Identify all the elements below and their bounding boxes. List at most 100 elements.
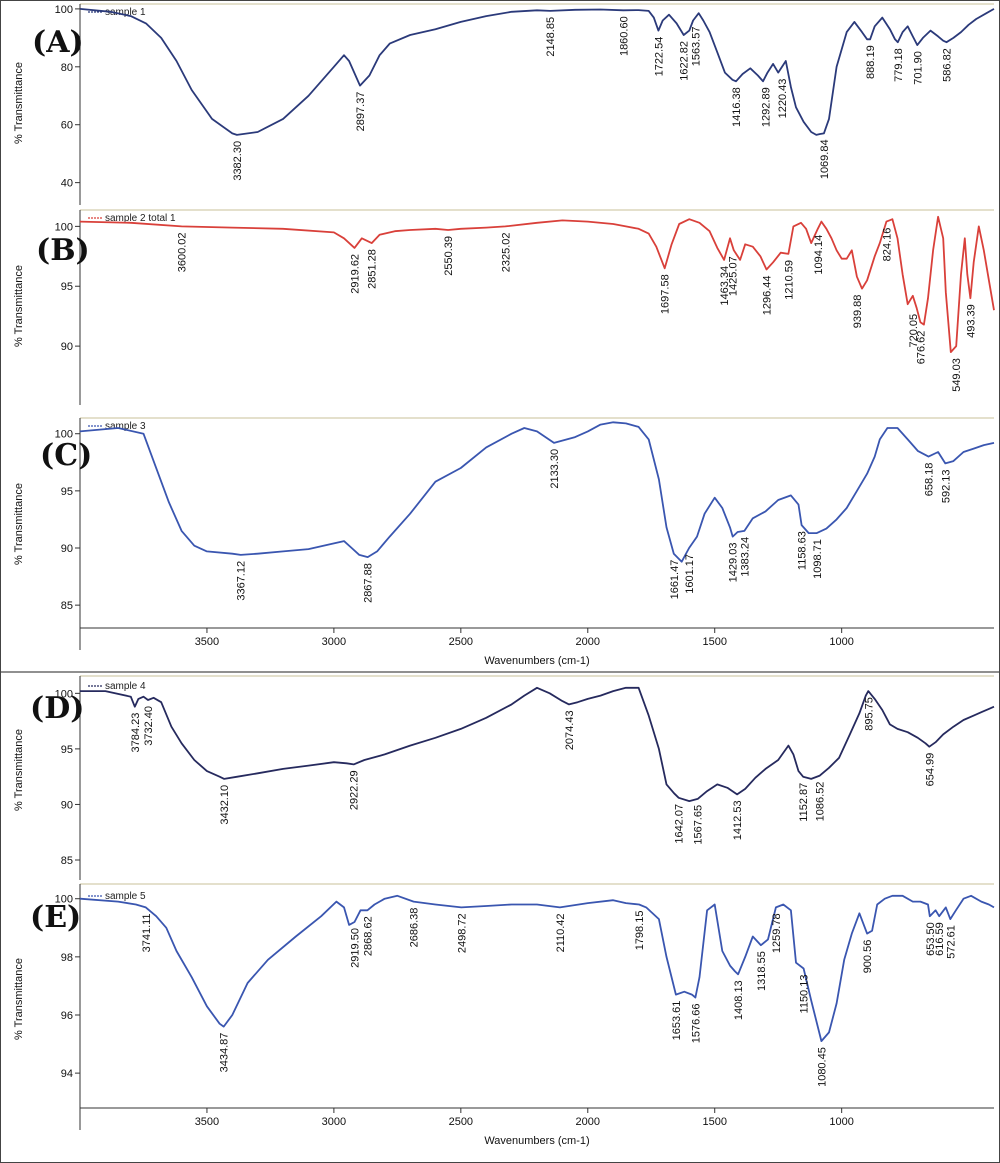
peak-label: 1412.53 [732,800,744,840]
x-tick-label: 1500 [702,636,726,648]
panel-letter: (D) [30,691,84,726]
y-tick-label: 96 [61,1010,73,1022]
y-tick-label: 40 [61,178,73,190]
peak-label: 1860.60 [618,16,630,56]
spectrum-line [79,894,995,1042]
peak-label: 3741.11 [141,913,153,952]
legend-label: sample 1 [105,7,146,18]
peak-label: 1210.59 [783,260,795,300]
y-tick-label: 95 [61,486,73,498]
y-axis-label: % Transmittance [13,62,25,144]
panel-3: 85 90 95 100 % Transmittance (C) sample 3 3367.… [13,417,995,667]
x-tick-label: 2000 [576,636,600,648]
peak-label: 2110.42 [555,913,567,952]
x-tick-label: 1000 [829,636,853,648]
peak-label: 900.56 [862,940,874,974]
peak-label: 2498.72 [456,913,468,953]
peak-label: 2897.37 [355,92,367,132]
peak-label: 3434.87 [219,1033,231,1073]
y-tick-label: 94 [61,1068,73,1080]
peak-label: 1661.47 [669,560,681,600]
peak-label: 1416.38 [731,87,743,127]
peak-label: 2325.02 [500,232,512,272]
peak-label: 1069.84 [819,139,831,179]
peak-label: 1220.43 [777,79,789,119]
panel-letter: (A) [32,25,84,60]
x-tick-label: 1500 [702,1116,726,1128]
peak-label: 1098.71 [812,539,824,579]
y-axis-label: % Transmittance [13,958,25,1040]
peak-label: 1563.57 [691,27,703,67]
peak-label: 1722.54 [653,37,665,77]
peak-label: 592.13 [940,469,952,503]
x-tick-label: 3000 [322,636,346,648]
legend-label: sample 5 [105,891,146,902]
peak-label: 779.18 [893,48,905,82]
peak-label: 3732.40 [143,706,155,746]
peak-label: 2919.62 [350,254,362,294]
panel-1: 40 60 80 100 % Transmittance (A) sample 1 3382.… [13,3,995,205]
panel-4: 85 90 95 100 % Transmittance (D) sample 4 3784.… [13,675,995,880]
peak-label: 2922.29 [349,770,361,810]
peak-label: 572.61 [945,925,957,959]
peak-label: 1653.61 [671,1001,683,1041]
spectrum-line [79,215,995,353]
peak-label: 586.82 [941,48,953,82]
peak-label: 1425.07 [728,256,740,296]
peak-label: 1408.13 [733,980,745,1020]
spectrum-line [79,8,995,136]
peak-label: 1094.14 [813,235,825,275]
y-tick-label: 90 [61,543,73,555]
peak-label: 2851.28 [367,249,379,289]
peak-label: 3432.10 [219,785,231,825]
y-tick-label: 90 [61,341,73,353]
peak-label: 3600.02 [177,232,189,272]
peak-label: 1080.45 [816,1047,828,1087]
y-tick-label: 100 [55,429,73,441]
peak-label: 1429.03 [728,543,740,583]
y-tick-label: 98 [61,952,73,964]
peak-label: 676.62 [915,331,927,365]
peak-label: 2919.50 [349,928,361,968]
peak-label: 2550.39 [443,236,455,276]
peak-label: 1642.07 [674,804,686,844]
peak-label: 1318.55 [756,951,768,991]
x-tick-label: 2500 [449,636,473,648]
y-tick-label: 80 [61,62,73,74]
legend-label: sample 3 [105,421,146,432]
peak-label: 1463.34 [719,266,731,306]
panel-letter: (C) [40,438,92,473]
spectrum-line [80,686,995,802]
peak-label: 1383.24 [739,537,751,577]
peak-label: 3784.23 [130,713,142,753]
x-tick-label: 3500 [195,1116,219,1128]
panel-letter: (B) [36,233,90,268]
x-tick-label: 3500 [195,636,219,648]
x-tick-label: 1000 [829,1116,853,1128]
y-tick-label: 60 [61,120,73,132]
peak-label: 1697.58 [660,274,672,314]
x-tick-label: 3000 [322,1116,346,1128]
legend-label: sample 4 [105,681,146,692]
peak-label: 701.90 [912,51,924,85]
peak-label: 2868.62 [362,916,374,956]
peak-label: 1622.82 [679,41,691,81]
x-tick-label: 2500 [449,1116,473,1128]
peak-label: 1086.52 [815,782,827,822]
legend-label: sample 2 total 1 [105,213,176,224]
y-tick-label: 100 [55,221,73,233]
y-tick-label: 85 [61,600,73,612]
peak-label: 2133.30 [549,449,561,489]
x-axis-label: Wavenumbers (cm-1) [484,1135,589,1147]
peak-label: 1576.66 [690,1003,702,1043]
peak-label: 1150.13 [799,975,811,1014]
peak-label: 1158.63 [797,531,809,570]
peak-label: 888.19 [865,45,877,79]
panel-2: 90 95 100 % Transmittance (B) sample 2 total … [13,209,995,405]
peak-label: 1798.15 [634,911,646,951]
panel-letter: (E) [30,900,81,935]
peak-label: 3367.12 [236,561,248,601]
y-axis-label: % Transmittance [13,265,25,347]
